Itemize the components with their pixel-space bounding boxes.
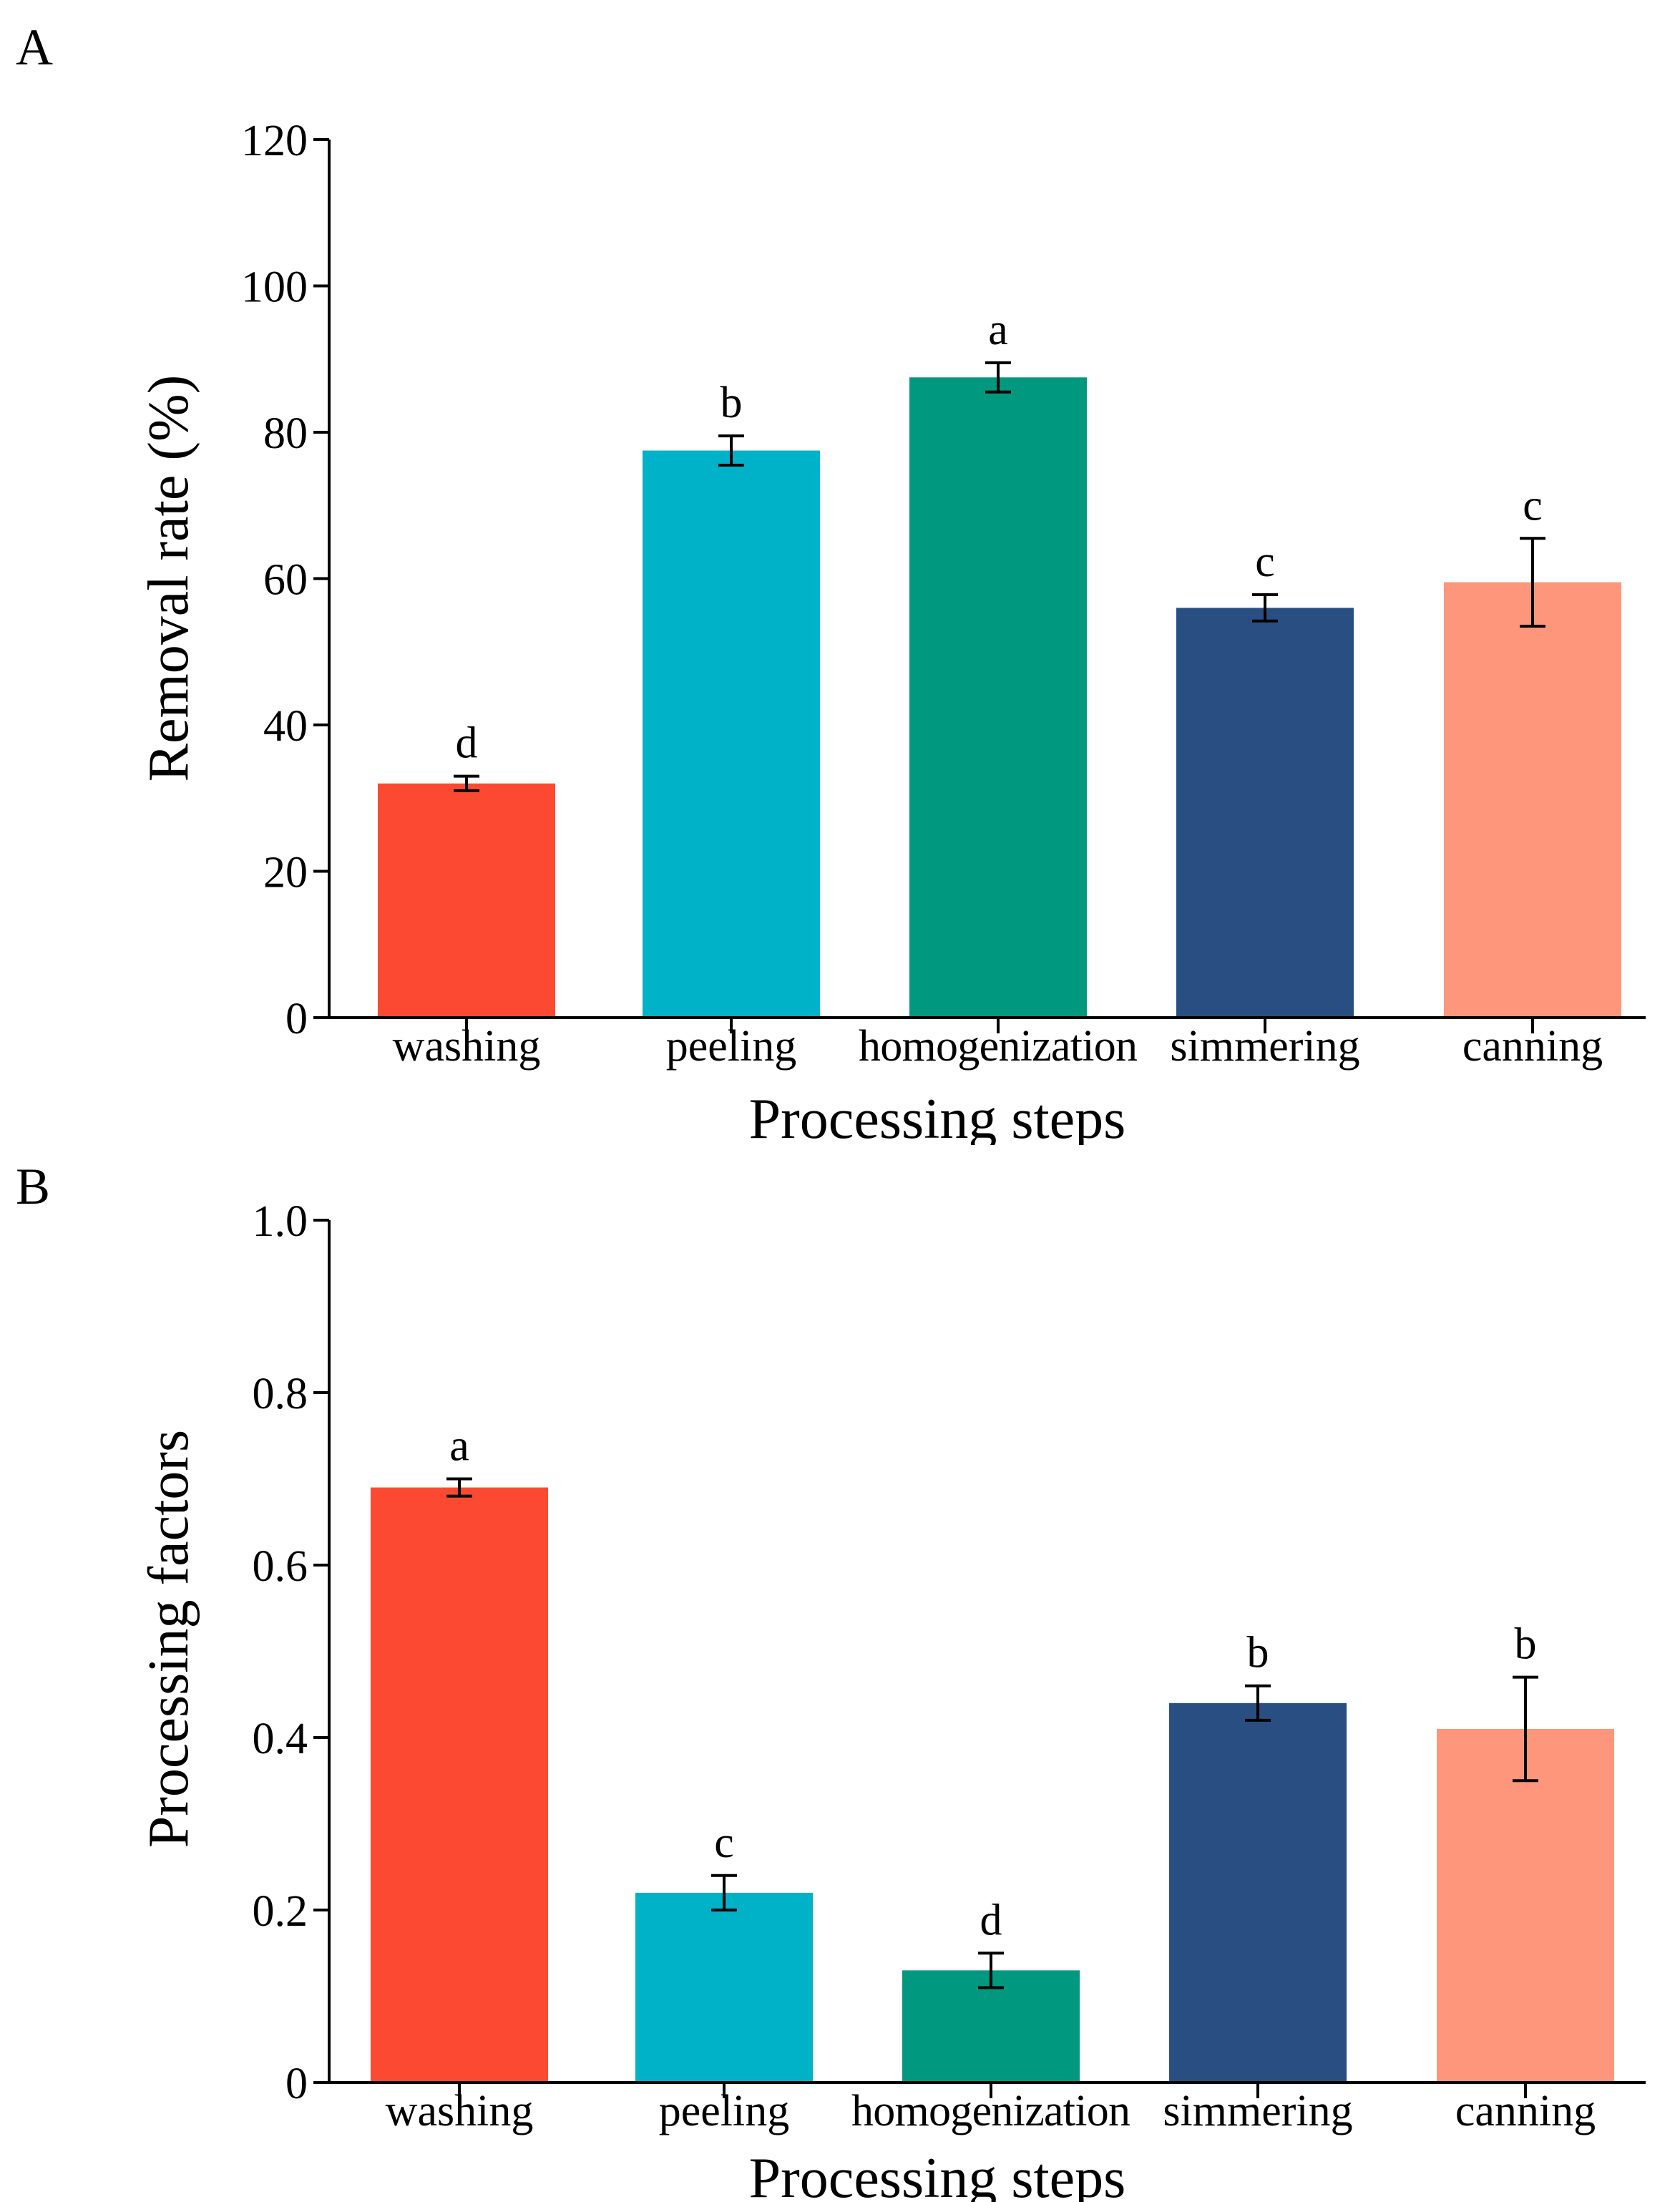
x-axis-title: Processing steps: [749, 1088, 1126, 1145]
significance-letter-washing: d: [456, 719, 478, 768]
bar-washing: [371, 1487, 548, 2082]
bar-canning: [1444, 582, 1621, 1018]
panel-label-a: A: [16, 19, 53, 76]
bar-simmering: [1176, 608, 1354, 1018]
y-tick-label: 20: [263, 849, 308, 897]
chart-panel-b: B 0 0.2 0.4 0.6 0.8 1.0 a washing c peeling d homog…: [0, 1145, 1680, 2202]
panel-label-b: B: [16, 1158, 51, 1215]
x-tick-label-homogenization: homogenization: [859, 1022, 1138, 1071]
x-tick-label-canning: canning: [1462, 1022, 1603, 1071]
y-tick-label: 80: [263, 409, 308, 458]
significance-letter-peeling: b: [721, 379, 743, 427]
chart-b: 0 0.2 0.4 0.6 0.8 1.0 a washing c peeling d homogen…: [137, 1197, 1646, 2202]
y-axis-title: Removal rate (%): [137, 375, 200, 782]
x-tick-label-canning: canning: [1455, 2087, 1596, 2135]
y-tick-label: 0: [285, 995, 308, 1043]
bar-peeling: [643, 450, 820, 1018]
bar-homogenization: [902, 1970, 1080, 2082]
x-tick-label-simmering: simmering: [1163, 2087, 1352, 2135]
significance-letter-homogenization: a: [988, 306, 1008, 354]
x-tick-label-washing: washing: [386, 2087, 534, 2135]
bar-homogenization: [909, 377, 1087, 1018]
y-tick-label: 0.8: [253, 1370, 308, 1418]
x-tick-label-homogenization: homogenization: [851, 2087, 1130, 2135]
significance-letter-simmering: c: [1255, 537, 1275, 586]
x-tick-label-peeling: peeling: [666, 1022, 797, 1071]
y-tick-label: 1.0: [253, 1197, 308, 1246]
bar-simmering: [1169, 1702, 1347, 2082]
y-tick-label: 0.4: [253, 1715, 308, 1763]
significance-letter-homogenization: d: [980, 1896, 1002, 1944]
y-tick-label: 40: [263, 702, 308, 751]
x-axis-title: Processing steps: [749, 2147, 1126, 2202]
y-tick-label: 120: [241, 117, 308, 165]
x-tick-label-simmering: simmering: [1170, 1022, 1359, 1071]
x-tick-label-peeling: peeling: [659, 2087, 790, 2135]
significance-letter-canning: c: [1523, 481, 1543, 530]
significance-letter-washing: a: [449, 1422, 469, 1471]
x-tick-label-washing: washing: [393, 1022, 541, 1071]
y-tick-label: 60: [263, 556, 308, 605]
significance-letter-canning: b: [1515, 1620, 1537, 1669]
bar-washing: [378, 783, 555, 1018]
significance-letter-simmering: b: [1247, 1629, 1269, 1677]
y-tick-label: 0.6: [253, 1542, 308, 1591]
bar-canning: [1437, 1728, 1614, 2082]
y-tick-label: 0: [285, 2060, 308, 2108]
y-tick-label: 100: [241, 263, 308, 312]
significance-letter-peeling: c: [714, 1818, 734, 1867]
bar-peeling: [635, 1892, 813, 2082]
y-tick-label: 0.2: [253, 1887, 308, 1936]
chart-a: 0 20 40 60 80 100 120 d washing b peeling a homogeni…: [137, 117, 1646, 1145]
y-axis-title: Processing factors: [137, 1430, 200, 1848]
chart-panel-a: A 0 20 40 60 80 100 120 d washing b peeling a homoge…: [16, 19, 1646, 1145]
